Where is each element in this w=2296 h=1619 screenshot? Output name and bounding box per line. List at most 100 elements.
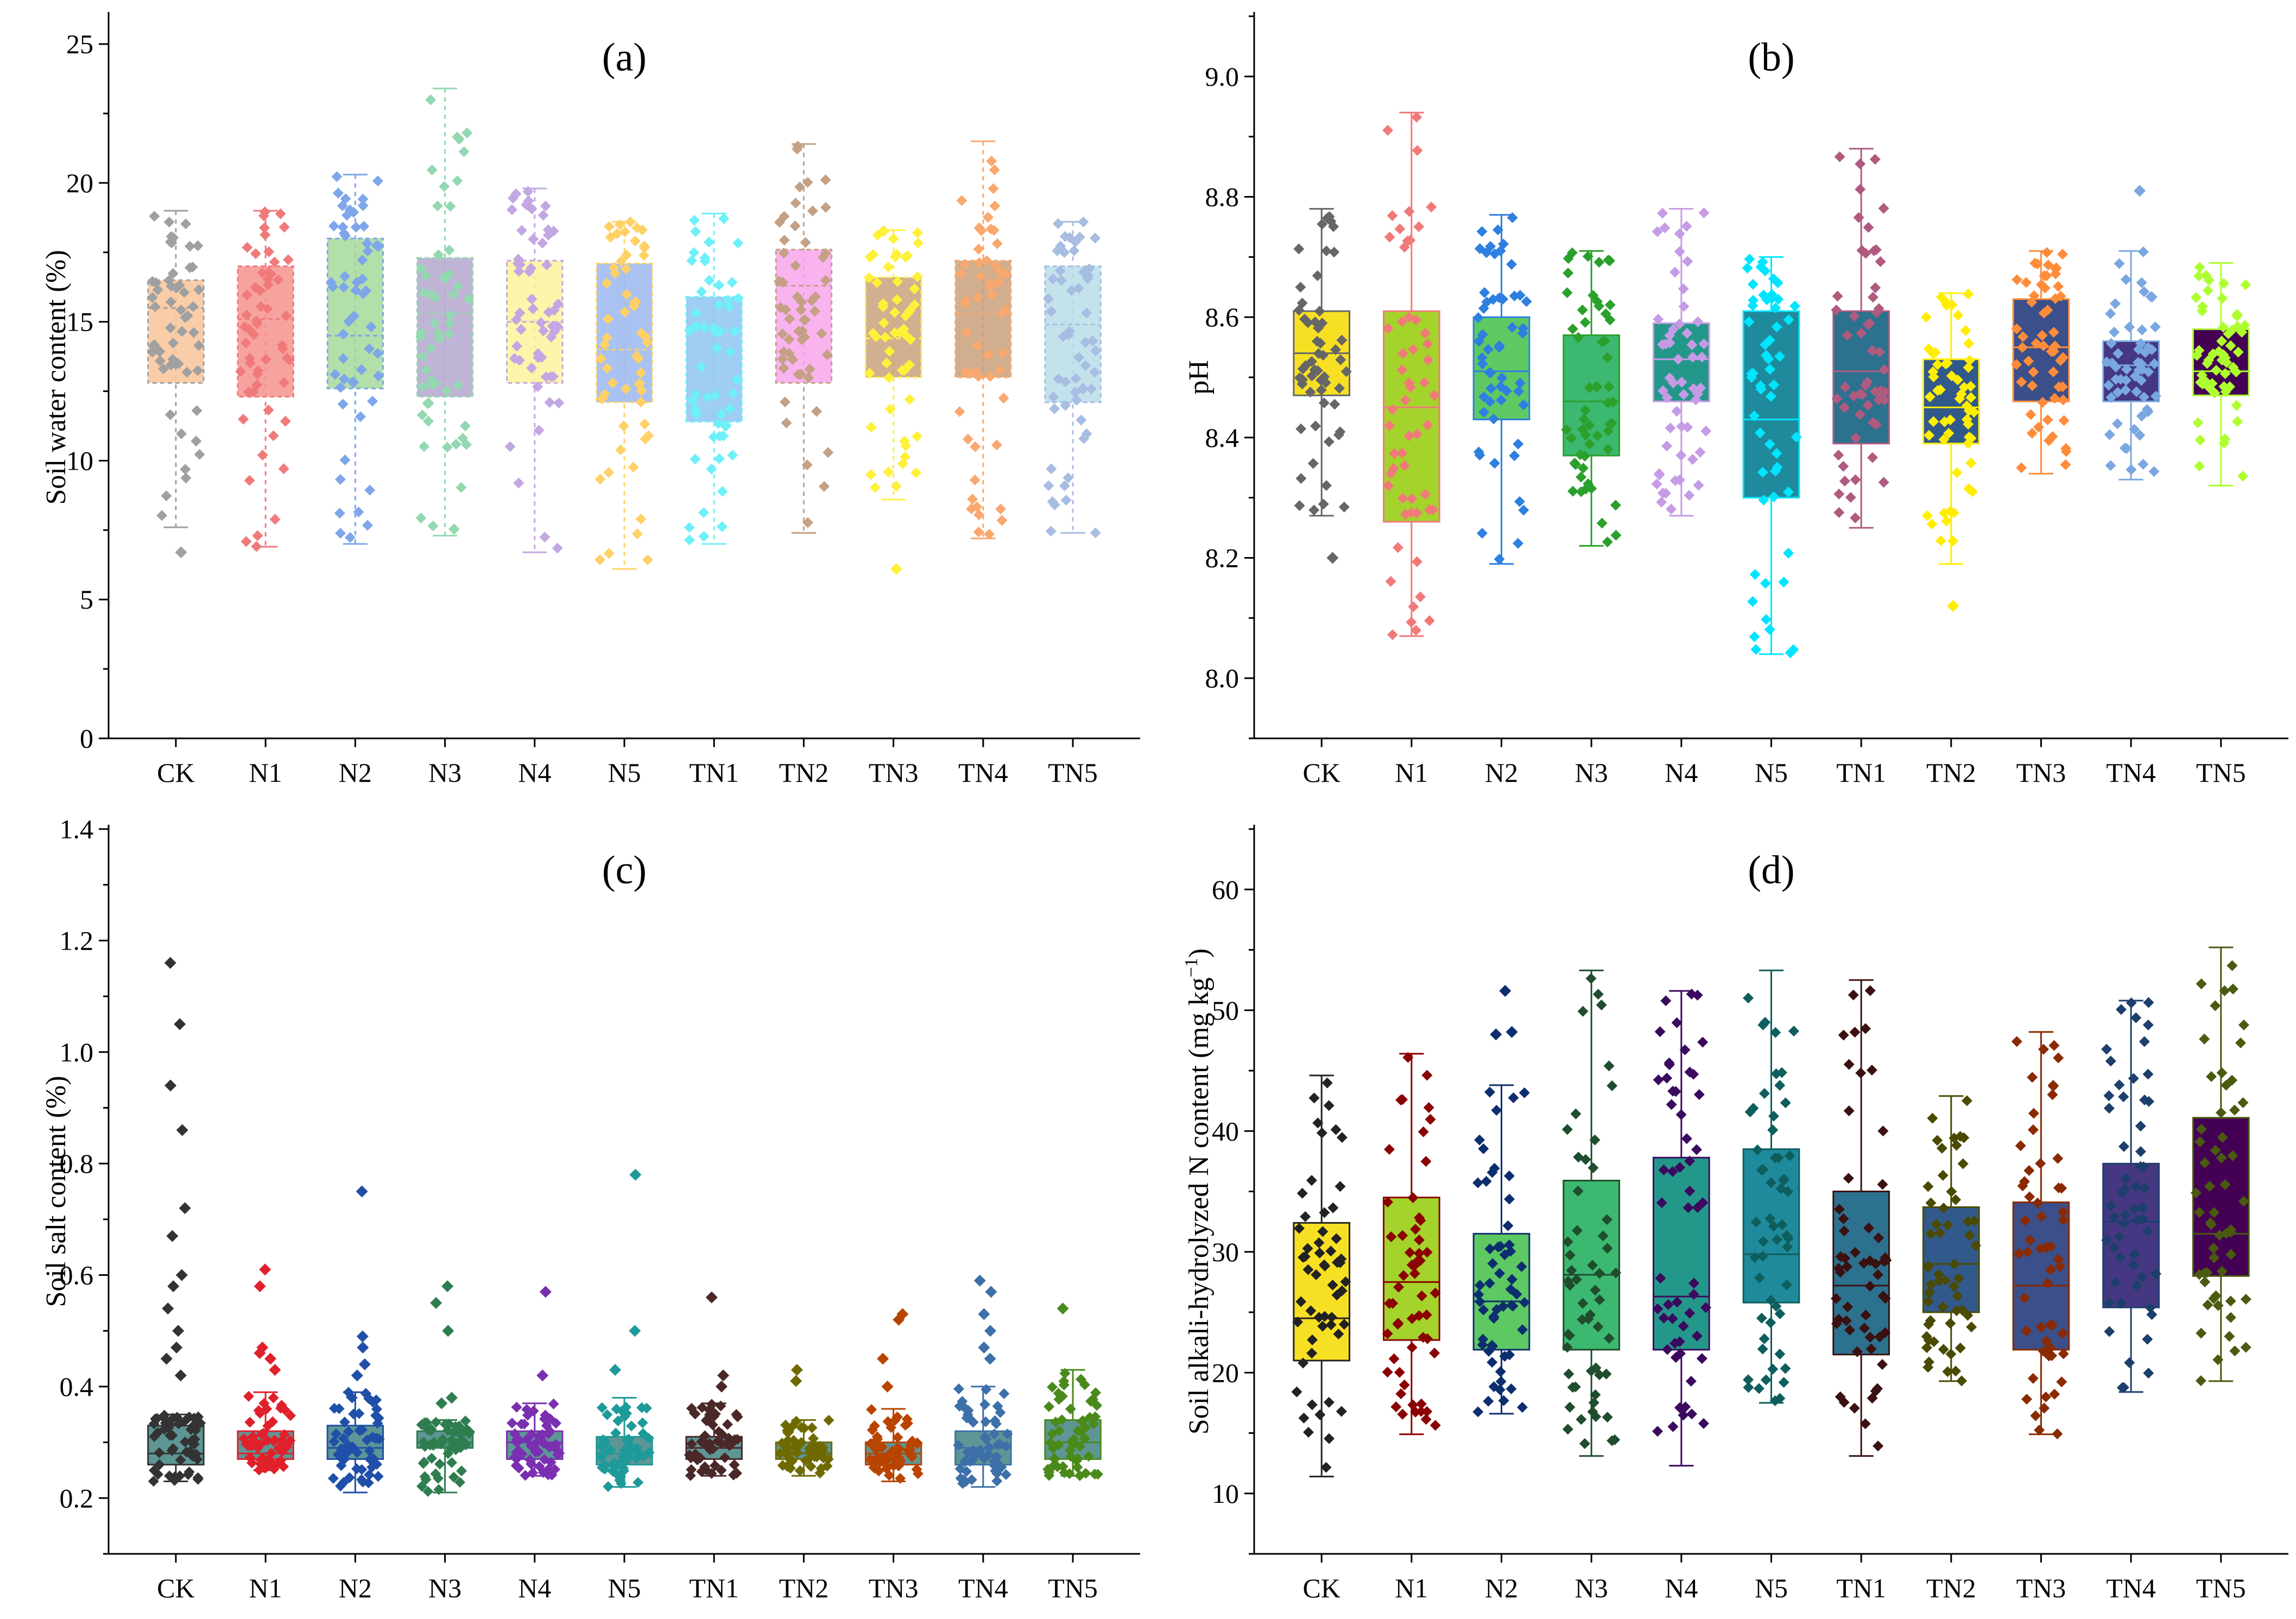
data-point xyxy=(972,340,983,351)
data-point xyxy=(1940,296,1951,308)
data-point xyxy=(1922,1181,1934,1192)
data-point xyxy=(1839,476,1850,487)
data-point xyxy=(1700,425,1712,437)
data-point xyxy=(641,1402,652,1414)
data-point xyxy=(2027,1373,2039,1384)
data-point xyxy=(2212,1354,2224,1365)
data-point xyxy=(1563,252,1574,264)
data-point xyxy=(169,1471,181,1482)
data-point xyxy=(439,181,450,192)
data-point xyxy=(2039,1402,2050,1414)
data-point xyxy=(545,1457,556,1468)
data-point xyxy=(351,276,363,288)
data-point xyxy=(451,439,462,450)
data-point xyxy=(1963,431,1975,442)
data-point xyxy=(1479,287,1490,298)
data-point xyxy=(605,1444,616,1456)
data-point xyxy=(244,357,256,369)
data-point xyxy=(368,1453,379,1464)
data-point xyxy=(716,1438,728,1449)
data-point xyxy=(1681,1133,1692,1144)
data-point xyxy=(700,1464,712,1476)
data-point xyxy=(1385,575,1396,587)
data-point xyxy=(729,1459,740,1470)
data-point xyxy=(167,1430,178,1441)
data-point xyxy=(2115,1298,2127,1309)
data-point xyxy=(348,1408,359,1420)
data-point xyxy=(1406,1313,1418,1324)
data-point xyxy=(1382,1328,1393,1339)
data-point xyxy=(175,305,187,316)
data-point xyxy=(185,1424,197,1435)
data-point xyxy=(1478,1304,1489,1316)
data-point xyxy=(1782,486,1794,498)
data-point xyxy=(1684,1185,1696,1197)
data-point xyxy=(1577,304,1588,315)
data-point xyxy=(441,441,453,453)
data-point xyxy=(2026,427,2038,439)
data-point xyxy=(2225,1312,2236,1323)
data-point xyxy=(419,287,430,299)
data-point xyxy=(986,289,997,301)
data-point xyxy=(603,1481,614,1492)
data-point xyxy=(510,1460,522,1471)
data-point xyxy=(960,295,972,306)
x-tick-label: N2 xyxy=(339,757,372,788)
data-point xyxy=(1318,498,1329,510)
data-point xyxy=(2194,434,2206,446)
data-point xyxy=(194,449,205,460)
data-point xyxy=(1578,414,1590,425)
data-point xyxy=(1582,251,1593,262)
data-point xyxy=(1382,322,1394,334)
data-point xyxy=(335,382,346,393)
data-point xyxy=(905,334,916,345)
data-point xyxy=(795,304,807,315)
data-point xyxy=(2027,1124,2039,1135)
data-point xyxy=(1329,246,1340,258)
data-point xyxy=(1774,1393,1786,1404)
y-tick-label: 0 xyxy=(80,723,93,754)
data-point xyxy=(151,1413,163,1424)
data-point xyxy=(877,1441,888,1453)
data-point xyxy=(2225,1295,2236,1307)
data-point xyxy=(1851,1346,1863,1357)
data-point xyxy=(2196,978,2207,990)
data-point xyxy=(1772,461,1783,473)
data-point xyxy=(596,1451,607,1463)
data-point xyxy=(1839,381,1851,393)
data-point xyxy=(2240,1293,2251,1305)
data-point xyxy=(1791,432,1802,443)
data-point xyxy=(1302,1264,1314,1275)
data-point xyxy=(1513,385,1525,397)
data-point xyxy=(1488,413,1500,425)
data-point xyxy=(1421,1247,1433,1258)
data-point xyxy=(255,1439,266,1450)
data-point xyxy=(543,307,554,318)
data-point xyxy=(1679,1044,1691,1055)
data-point xyxy=(1856,327,1867,339)
data-point xyxy=(1597,1230,1609,1242)
data-point xyxy=(728,388,739,399)
data-point xyxy=(1566,1265,1577,1276)
data-point xyxy=(355,411,366,422)
data-point xyxy=(1850,512,1861,523)
data-point xyxy=(1652,226,1663,237)
data-point xyxy=(243,1390,254,1402)
data-point xyxy=(718,431,729,442)
data-point xyxy=(1579,317,1591,328)
data-point xyxy=(184,241,195,252)
x-tick-label: TN5 xyxy=(2196,1573,2246,1603)
data-point xyxy=(2237,471,2249,482)
data-point xyxy=(1678,301,1690,312)
data-point xyxy=(1485,367,1496,378)
data-point xyxy=(242,242,253,253)
data-point xyxy=(532,381,543,393)
data-point xyxy=(2103,1297,2115,1308)
data-point xyxy=(2229,1345,2241,1357)
data-point xyxy=(817,251,828,263)
data-point xyxy=(1878,477,1889,488)
data-point xyxy=(1764,439,1775,450)
data-point xyxy=(193,340,205,351)
data-point xyxy=(603,548,615,559)
data-point xyxy=(425,94,437,105)
